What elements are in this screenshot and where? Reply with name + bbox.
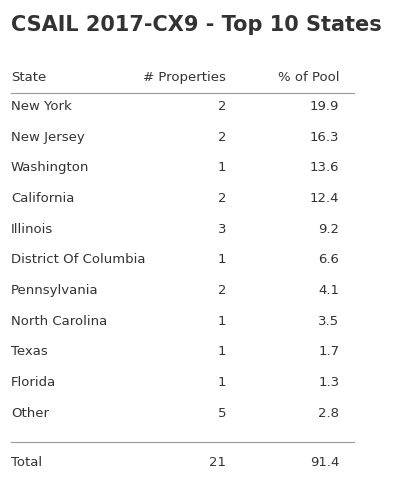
Text: 4.1: 4.1: [318, 284, 339, 297]
Text: Florida: Florida: [11, 376, 56, 389]
Text: 3: 3: [218, 223, 226, 236]
Text: 2: 2: [218, 284, 226, 297]
Text: 9.2: 9.2: [318, 223, 339, 236]
Text: 21: 21: [209, 456, 226, 469]
Text: 2: 2: [218, 131, 226, 144]
Text: 2.8: 2.8: [318, 407, 339, 420]
Text: 19.9: 19.9: [310, 100, 339, 113]
Text: 1: 1: [218, 345, 226, 358]
Text: 1: 1: [218, 315, 226, 328]
Text: 3.5: 3.5: [318, 315, 339, 328]
Text: Texas: Texas: [11, 345, 48, 358]
Text: 1.3: 1.3: [318, 376, 339, 389]
Text: 1: 1: [218, 253, 226, 266]
Text: 6.6: 6.6: [318, 253, 339, 266]
Text: 1: 1: [218, 161, 226, 174]
Text: New Jersey: New Jersey: [11, 131, 85, 144]
Text: CSAIL 2017-CX9 - Top 10 States: CSAIL 2017-CX9 - Top 10 States: [11, 15, 382, 35]
Text: New York: New York: [11, 100, 72, 113]
Text: Washington: Washington: [11, 161, 89, 174]
Text: State: State: [11, 71, 46, 84]
Text: District Of Columbia: District Of Columbia: [11, 253, 145, 266]
Text: 2: 2: [218, 100, 226, 113]
Text: North Carolina: North Carolina: [11, 315, 107, 328]
Text: 2: 2: [218, 192, 226, 205]
Text: # Properties: # Properties: [143, 71, 226, 84]
Text: Other: Other: [11, 407, 49, 420]
Text: Pennsylvania: Pennsylvania: [11, 284, 99, 297]
Text: 91.4: 91.4: [310, 456, 339, 469]
Text: 13.6: 13.6: [310, 161, 339, 174]
Text: California: California: [11, 192, 74, 205]
Text: % of Pool: % of Pool: [278, 71, 339, 84]
Text: 12.4: 12.4: [310, 192, 339, 205]
Text: 1.7: 1.7: [318, 345, 339, 358]
Text: Total: Total: [11, 456, 42, 469]
Text: Illinois: Illinois: [11, 223, 53, 236]
Text: 1: 1: [218, 376, 226, 389]
Text: 5: 5: [218, 407, 226, 420]
Text: 16.3: 16.3: [310, 131, 339, 144]
